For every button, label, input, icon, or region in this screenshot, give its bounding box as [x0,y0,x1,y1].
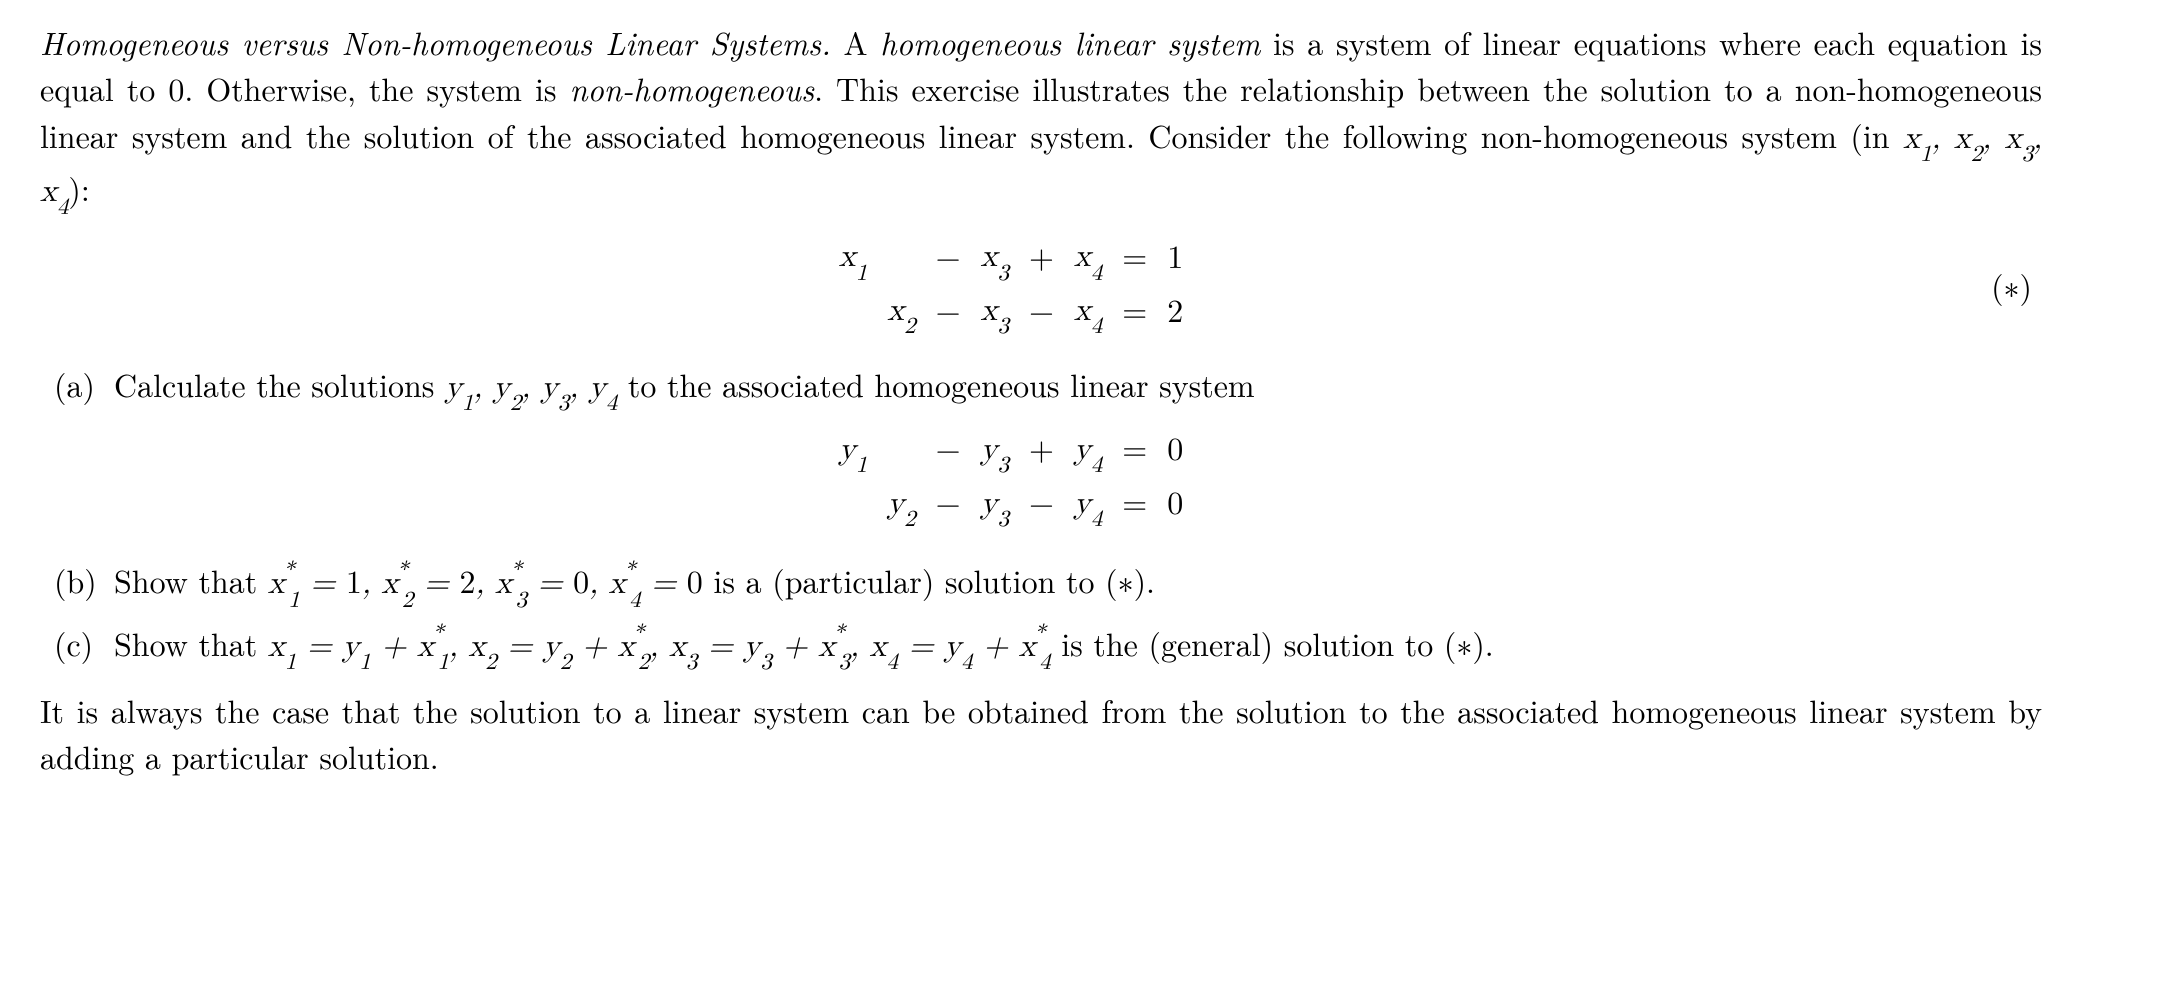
equation-homogeneous: y1 − y3 + y4 = 0 y2 − y3 − y4 = 0 [40,425,2042,533]
intro-text-1: A [844,20,881,65]
term-homogeneous: homogeneous linear system [880,20,1260,65]
equation-star-table: x1 − x3 + x4 = 1 x2 − x3 − x4 = 2 [829,232,1193,340]
eq1-row1: x1 − x3 + x4 = 1 [829,232,1193,286]
part-a-label: (a) [40,362,114,408]
part-a-body: Calculate the solutions y1, y2, y3, y4 t… [114,362,2042,415]
part-c-label: (c) [40,621,114,667]
eq1-row2: x2 − x3 − x4 = 2 [829,286,1193,340]
equation-homogeneous-table: y1 − y3 + y4 = 0 y2 − y3 − y4 = 0 [829,425,1193,533]
eq2-row2: y2 − y3 − y4 = 0 [829,479,1193,533]
eq2-row1: y1 − y3 + y4 = 0 [829,425,1193,479]
part-a: (a) Calculate the solutions y1, y2, y3, … [40,362,2042,415]
part-a-vars: y1, y2, y3, y4 [445,372,617,404]
term-nonhomogeneous: non-homogeneous [570,66,815,111]
parts-list: (a) Calculate the solutions y1, y2, y3, … [40,362,2042,674]
part-b-eqs: x∗1 = 1, x∗2 = 2, x∗3 = 0, x∗4 = 0 [268,568,703,600]
part-b-label: (b) [40,558,114,604]
part-c-eqs: x1 = y1 + x∗1, x2 = y2 + x∗2, x3 = y3 + … [268,631,1051,663]
closing-paragraph: It is always the case that the solution … [40,688,2042,781]
intro-text-end: ): [68,166,89,211]
intro-paragraph: Homogeneous versus Non-homogeneous Linea… [40,20,2042,218]
part-b: (b) Show that x∗1 = 1, x∗2 = 2, x∗3 = 0,… [40,558,2042,611]
part-b-body: Show that x∗1 = 1, x∗2 = 2, x∗3 = 0, x∗4… [114,558,2042,611]
equation-tag: (∗) [1991,263,2032,309]
section-title: Homogeneous versus Non-homogeneous Linea… [40,20,831,65]
part-c-body: Show that x1 = y1 + x∗1, x2 = y2 + x∗2, … [114,621,2042,674]
equation-star: x1 − x3 + x4 = 1 x2 − x3 − x4 = 2 (∗) [40,232,2042,340]
part-c: (c) Show that x1 = y1 + x∗1, x2 = y2 + x… [40,621,2042,674]
